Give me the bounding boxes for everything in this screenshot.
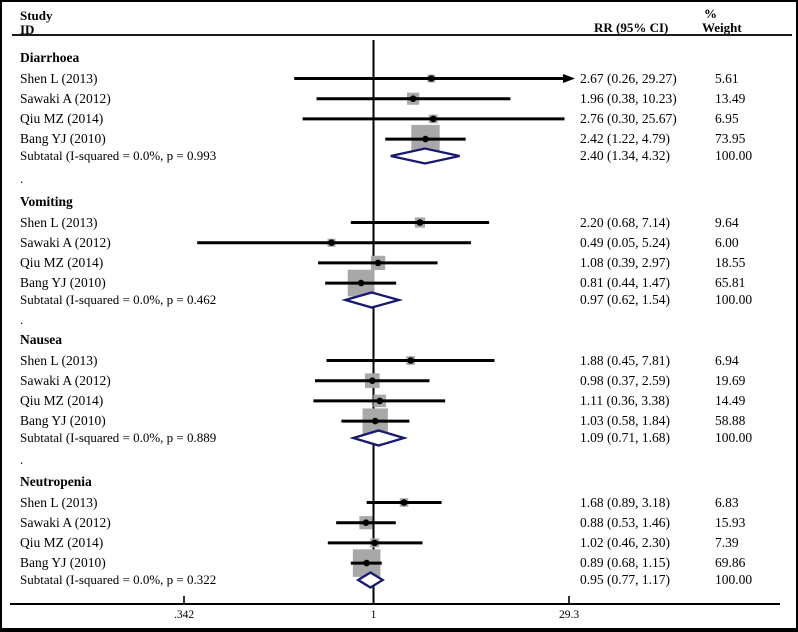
subtotal-diamond (355, 571, 385, 589)
point-estimate-dot (429, 115, 437, 123)
weight-value: 18.55 (715, 254, 746, 270)
weight-value: 69.86 (715, 555, 746, 571)
subtotal-diamond (341, 291, 404, 309)
study-label: Sawaki A (2012) (20, 234, 111, 250)
point-estimate-dot (376, 397, 383, 405)
study-label: Qiu MZ (2014) (20, 254, 104, 270)
point-estimate-dot (422, 135, 429, 143)
x-tick-label: 29.3 (558, 609, 580, 621)
subtotal-label: Subtatal (I-squared = 0.0%, p = 0.322 (20, 572, 217, 587)
subtotal-diamond (349, 429, 409, 447)
point-estimate-dot (400, 499, 408, 506)
subtotal-weight-value: 100.00 (715, 148, 753, 163)
section-separator-dot: . (20, 171, 24, 186)
rr-ci-value: 1.03 (0.58, 1.84) (580, 413, 670, 429)
point-estimate-dot (416, 219, 424, 226)
point-estimate-dot (409, 95, 417, 102)
group-header: Vomiting (20, 194, 73, 209)
subtotal-diamond (390, 147, 460, 165)
rr-ci-value: 2.76 (0.30, 25.67) (580, 110, 677, 126)
header-rule (12, 34, 792, 36)
group-header: Nausea (20, 332, 63, 347)
study-label: Shen L (2013) (20, 214, 98, 230)
x-tick-label: 1 (370, 609, 377, 621)
study-label: Shen L (2013) (20, 70, 98, 86)
weight-value: 6.83 (715, 494, 739, 510)
weight-value: 65.81 (715, 275, 746, 291)
weight-value: 6.94 (715, 352, 739, 368)
rr-ci-value: 2.67 (0.26, 29.27) (580, 70, 677, 86)
study-label: Bang YJ (2010) (20, 555, 106, 571)
study-label: Sawaki A (2012) (20, 90, 111, 106)
weight-value: 5.61 (715, 70, 739, 86)
weight-value: 9.64 (715, 214, 739, 230)
weight-value: 19.69 (715, 372, 746, 388)
subtotal-label: Subtatal (I-squared = 0.0%, p = 0.993 (20, 148, 217, 163)
rr-ci-value: 1.96 (0.38, 10.23) (580, 90, 677, 106)
point-estimate-dot (363, 559, 370, 567)
rr-ci-value: 1.11 (0.36, 3.38) (580, 392, 670, 408)
subtotal-weight-value: 100.00 (715, 430, 753, 445)
rr-ci-value: 0.89 (0.68, 1.15) (580, 555, 670, 571)
point-estimate-dot (328, 239, 335, 246)
subtotal-label: Subtatal (I-squared = 0.0%, p = 0.889 (20, 430, 217, 445)
subtotal-rr-ci-value: 1.09 (0.71, 1.68) (580, 430, 670, 445)
point-estimate-dot (362, 519, 370, 526)
column-header-percent: % (704, 6, 717, 21)
subtotal-rr-ci-value: 2.40 (1.34, 4.32) (580, 148, 670, 163)
rr-ci-value: 0.49 (0.05, 5.24) (580, 234, 670, 250)
weight-value: 7.39 (715, 534, 739, 550)
rr-ci-value: 1.02 (0.46, 2.30) (580, 534, 670, 550)
point-estimate-dot (371, 539, 378, 547)
point-estimate-dot (374, 259, 382, 267)
subtotal-rr-ci-value: 0.95 (0.77, 1.17) (580, 572, 670, 587)
point-estimate-dot (407, 357, 414, 364)
study-label: Sawaki A (2012) (20, 514, 111, 530)
subtotal-weight-value: 100.00 (715, 292, 753, 307)
column-header-rr: RR (95% CI) (594, 20, 669, 35)
rr-ci-value: 0.81 (0.44, 1.47) (580, 275, 670, 291)
rr-ci-value: 0.88 (0.53, 1.46) (580, 514, 670, 530)
weight-value: 14.49 (715, 392, 746, 408)
subtotal-rr-ci-value: 0.97 (0.62, 1.54) (580, 292, 670, 307)
rr-ci-value: 1.88 (0.45, 7.81) (580, 352, 670, 368)
subtotal-weight-value: 100.00 (715, 572, 753, 587)
subtotal-label: Subtatal (I-squared = 0.0%, p = 0.462 (20, 292, 217, 307)
study-label: Qiu MZ (2014) (20, 110, 104, 126)
weight-value: 73.95 (715, 131, 746, 147)
study-label: Bang YJ (2010) (20, 413, 106, 429)
weight-value: 6.95 (715, 110, 739, 126)
column-header-study: Study (20, 8, 53, 23)
column-header-weight: Weight (702, 20, 742, 35)
rr-ci-value: 1.68 (0.89, 3.18) (580, 494, 670, 510)
weight-value: 13.49 (715, 90, 746, 106)
rr-ci-value: 1.08 (0.39, 2.97) (580, 254, 670, 270)
point-estimate-dot (369, 377, 376, 385)
weight-value: 58.88 (715, 413, 746, 429)
rr-ci-value: 2.42 (1.22, 4.79) (580, 131, 670, 147)
study-label: Shen L (2013) (20, 494, 98, 510)
section-separator-dot: . (20, 452, 24, 467)
point-estimate-dot (427, 75, 435, 82)
x-tick-label: .342 (173, 609, 195, 621)
study-label: Bang YJ (2010) (20, 131, 106, 147)
section-separator-dot: . (20, 312, 24, 327)
rr-ci-value: 2.20 (0.68, 7.14) (580, 214, 670, 230)
group-header: Neutropenia (20, 474, 92, 489)
rr-ci-value: 0.98 (0.37, 2.59) (580, 372, 670, 388)
point-estimate-dot (357, 279, 365, 287)
study-label: Sawaki A (2012) (20, 372, 111, 388)
group-header: Diarrhoea (20, 50, 80, 65)
study-label: Qiu MZ (2014) (20, 392, 104, 408)
weight-value: 6.00 (715, 234, 739, 250)
point-estimate-dot (371, 417, 379, 425)
study-label: Qiu MZ (2014) (20, 534, 104, 550)
study-label: Bang YJ (2010) (20, 275, 106, 291)
study-label: Shen L (2013) (20, 352, 98, 368)
ci-arrow-head (563, 74, 575, 83)
weight-value: 15.93 (715, 514, 746, 530)
column-header-id: ID (20, 22, 35, 37)
